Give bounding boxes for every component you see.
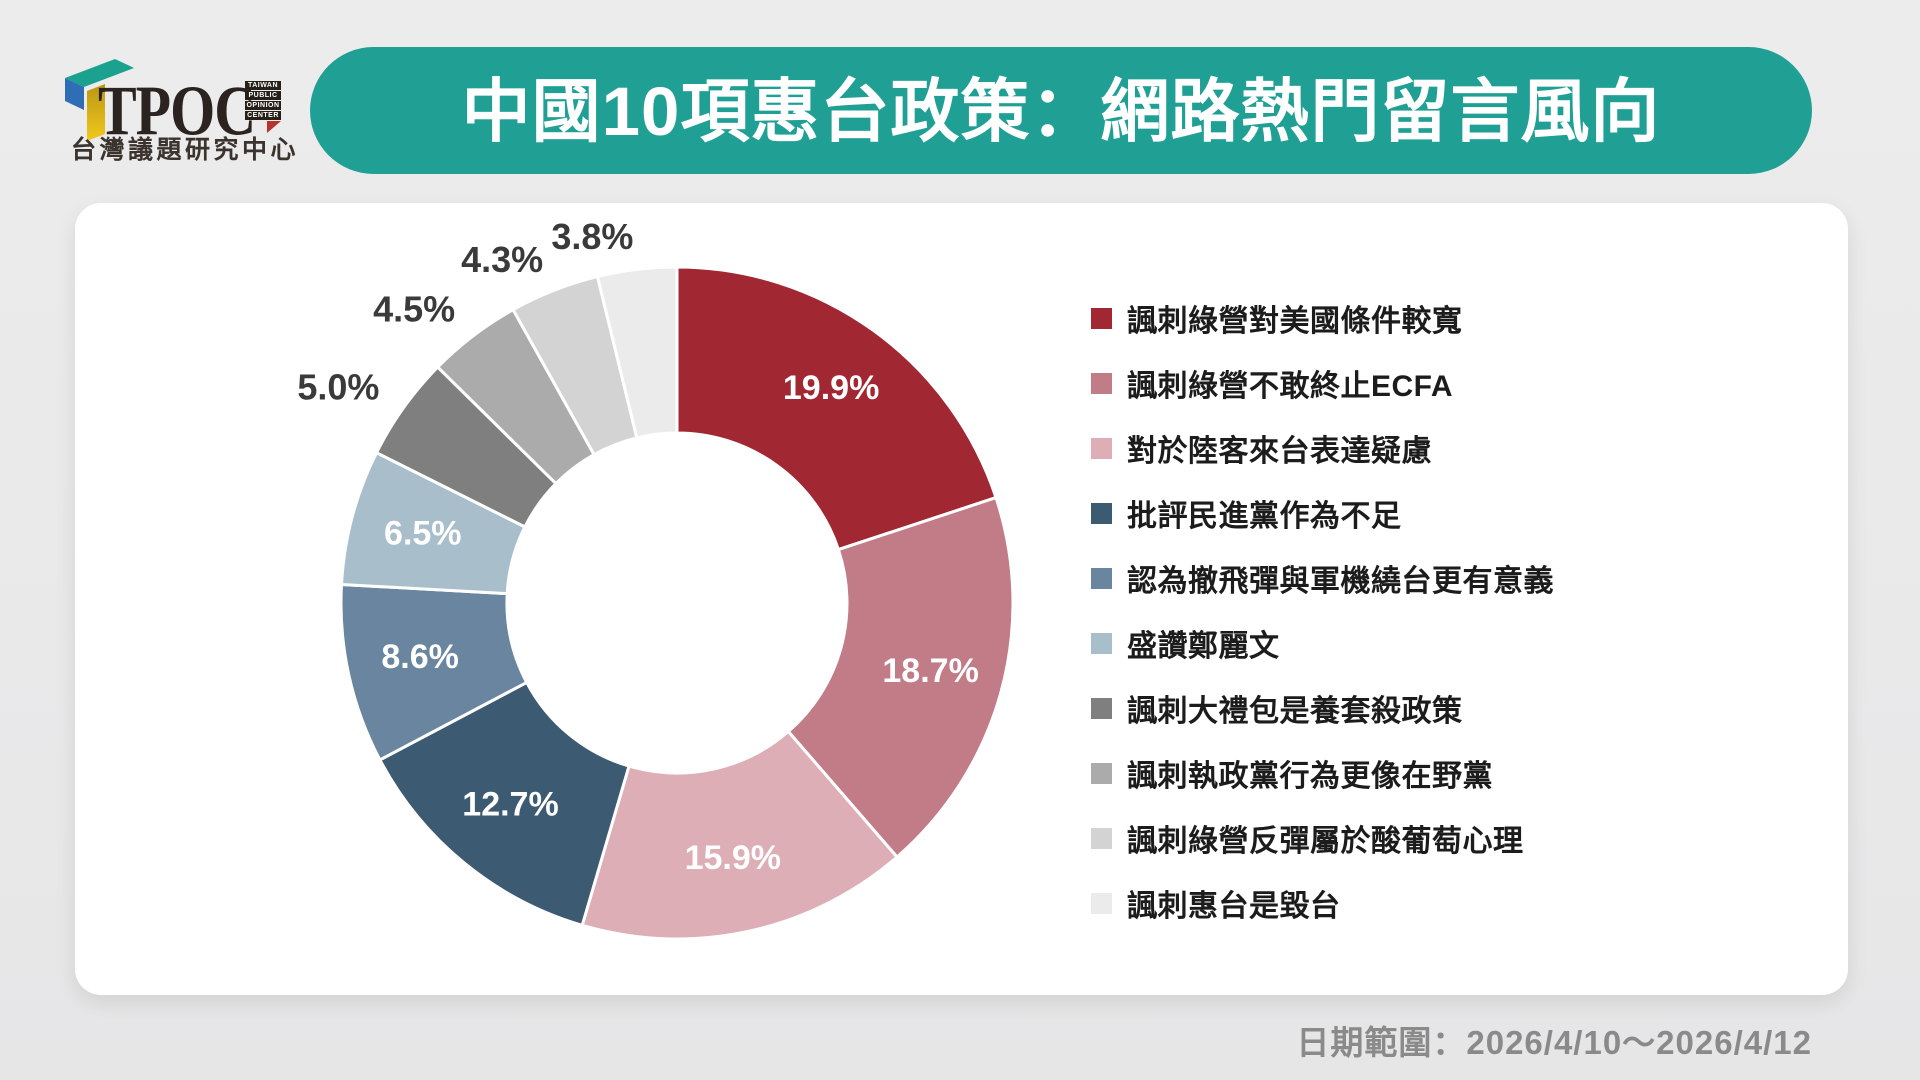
slice-value-label: 6.5%	[384, 514, 462, 552]
donut-slice	[786, 496, 1015, 859]
legend-swatch	[1091, 372, 1112, 394]
legend-label: 諷刺大禮包是養套殺政策	[1127, 695, 1463, 728]
tpoc-logo-subtitle: 台灣議題研究中心	[71, 136, 300, 164]
legend-item: 諷刺綠營不敢終止ECFA	[1091, 367, 1554, 403]
legend-label: 諷刺執政黨行為更像在野黨	[1127, 760, 1493, 793]
logo-badge-taiwan: TAIWAN	[245, 81, 281, 90]
logo-badge-opinion: OPINION	[245, 101, 281, 110]
donut-slice	[596, 265, 679, 440]
legend-label: 批評民進黨作為不足	[1127, 500, 1402, 533]
legend-swatch	[1091, 892, 1112, 914]
legend-label: 對於陸客來台表達疑慮	[1127, 435, 1432, 468]
page-title: 中國10項惠台政策：網路熱門留言風向	[461, 73, 1661, 150]
legend-item: 諷刺大禮包是養套殺政策	[1091, 692, 1554, 728]
tpoc-logo-text: TPOC	[98, 71, 256, 151]
legend-swatch	[1091, 632, 1112, 654]
logo-badge-center: CENTER	[245, 111, 281, 120]
legend-swatch	[1091, 502, 1112, 524]
legend-swatch	[1091, 307, 1112, 329]
tpoc-logo: TPOC TAIWAN PUBLIC OPINION CENTER 台灣議題研究…	[55, 42, 305, 192]
slice-value-label: 19.9%	[783, 369, 879, 407]
tpoc-logo-badges: TAIWAN PUBLIC OPINION CENTER	[245, 81, 281, 121]
slice-value-label: 3.8%	[551, 216, 633, 257]
donut-slice	[580, 730, 899, 941]
tpoc-logo-icon	[65, 59, 134, 141]
logo-badge-public: PUBLIC	[245, 91, 281, 100]
legend-item: 認為撤飛彈與軍機繞台更有意義	[1091, 562, 1554, 598]
donut-slice	[675, 265, 998, 552]
legend-label: 盛讚鄭麗文	[1127, 630, 1280, 663]
slice-value-label: 12.7%	[462, 786, 558, 824]
slice-value-label: 4.5%	[373, 288, 455, 329]
legend-item: 諷刺綠營反彈屬於酸葡萄心理	[1091, 822, 1554, 858]
legend-item: 對於陸客來台表達疑慮	[1091, 432, 1554, 468]
legend-item: 諷刺惠台是毀台	[1091, 887, 1554, 923]
chart-legend: 諷刺綠營對美國條件較寬 諷刺綠營不敢終止ECFA 對於陸客來台表達疑慮 批評民進黨作為…	[1091, 302, 1554, 923]
legend-swatch	[1091, 762, 1112, 784]
legend-label: 認為撤飛彈與軍機繞台更有意義	[1127, 565, 1554, 598]
logo-accent-triangle	[267, 121, 281, 133]
legend-swatch	[1091, 697, 1112, 719]
legend-label: 諷刺惠台是毀台	[1127, 890, 1341, 923]
date-range-label: 日期範圍：2026/4/10～2026/4/12	[1296, 1024, 1812, 1061]
legend-swatch	[1091, 437, 1112, 459]
slice-value-label: 18.7%	[882, 652, 978, 690]
chart-card: 19.9% 18.7% 15.9% 12.7% 8.6% 6.5% 5.0% 4.5% 4.3%…	[75, 203, 1848, 995]
legend-item: 盛讚鄭麗文	[1091, 627, 1554, 663]
donut-chart: 19.9% 18.7% 15.9% 12.7% 8.6% 6.5% 5.0% 4.5%4.3%…	[297, 216, 1015, 941]
legend-label: 諷刺綠營對美國條件較寬	[1127, 305, 1463, 338]
legend-label: 諷刺綠營不敢終止ECFA	[1127, 370, 1454, 403]
legend-item: 批評民進黨作為不足	[1091, 497, 1554, 533]
legend-swatch	[1091, 567, 1112, 589]
legend-label: 諷刺綠營反彈屬於酸葡萄心理	[1127, 825, 1524, 858]
slice-value-label: 8.6%	[381, 638, 459, 676]
donut-slice	[378, 680, 631, 927]
slice-value-label: 4.3%	[461, 239, 543, 280]
slice-value-label: 5.0%	[297, 367, 379, 408]
legend-swatch	[1091, 827, 1112, 849]
legend-item: 諷刺執政黨行為更像在野黨	[1091, 757, 1554, 793]
title-banner: 中國10項惠台政策：網路熱門留言風向	[310, 47, 1812, 174]
legend-item: 諷刺綠營對美國條件較寬	[1091, 302, 1554, 338]
slice-value-label: 15.9%	[685, 839, 781, 877]
